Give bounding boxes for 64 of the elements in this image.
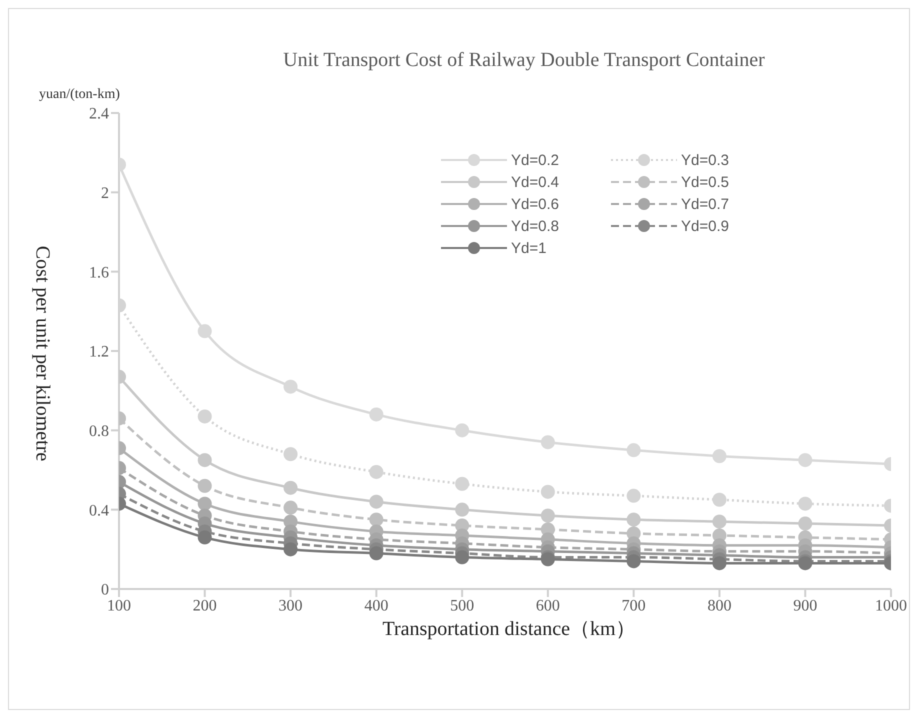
point <box>455 476 470 491</box>
point <box>198 324 212 338</box>
point <box>712 492 726 507</box>
point <box>798 516 812 531</box>
x-tick-label: 300 <box>278 597 303 614</box>
legend-label: Yd=0.8 <box>511 218 559 234</box>
x-tick-label: 700 <box>622 597 646 614</box>
y-tick-label: 2.4 <box>89 106 109 123</box>
point <box>455 550 470 564</box>
point <box>284 480 298 495</box>
legend-label: Yd=0.5 <box>681 174 729 190</box>
point <box>284 500 298 515</box>
legend-label: Yd=0.3 <box>681 152 729 168</box>
legend-label: Yd=0.7 <box>681 196 729 212</box>
x-tick-label: 400 <box>364 597 388 614</box>
point <box>626 512 641 527</box>
point <box>798 453 812 468</box>
point <box>626 554 641 568</box>
point <box>540 435 555 450</box>
chart-title: Unit Transport Cost of Railway Double Transport Container <box>282 49 766 72</box>
point <box>369 407 384 422</box>
point <box>455 502 470 517</box>
point <box>198 409 212 424</box>
point <box>712 514 726 529</box>
y-tick-label: 0 <box>101 582 109 599</box>
point <box>626 488 641 503</box>
point <box>198 453 212 468</box>
point <box>198 530 212 544</box>
point <box>455 423 470 438</box>
x-axis-title: Transportation distance（km） <box>381 617 637 642</box>
legend-label: Yd=0.6 <box>511 196 559 212</box>
legend-label: Yd=0.2 <box>511 152 559 168</box>
point <box>369 494 384 509</box>
legend-label: Yd=0.4 <box>511 174 559 190</box>
x-tick-label: 1000 <box>875 597 907 614</box>
point <box>284 380 298 394</box>
point <box>798 496 812 511</box>
legend-label: Yd=1 <box>511 240 546 256</box>
y-tick-label: 0.4 <box>89 502 109 520</box>
point <box>284 447 298 462</box>
x-tick-label: 500 <box>450 597 474 614</box>
x-tick-label: 200 <box>192 597 217 614</box>
point <box>284 542 298 556</box>
y-tick-label: 0.8 <box>89 423 109 440</box>
point <box>369 546 384 560</box>
point <box>369 464 384 479</box>
point <box>369 512 384 527</box>
point <box>198 478 212 493</box>
y-axis-title: Cost per unit per kilometre <box>30 245 54 461</box>
legend-label: Yd=0.9 <box>681 218 729 234</box>
point <box>712 449 726 464</box>
y-tick-label: 2 <box>101 185 109 202</box>
point <box>540 508 555 523</box>
x-tick-label: 800 <box>707 597 732 614</box>
point <box>540 484 555 499</box>
point <box>626 443 641 458</box>
x-tick-label: 600 <box>536 597 560 614</box>
y-tick-label: 1.6 <box>89 264 109 282</box>
text: yuan/(ton-km) <box>39 87 120 103</box>
y-tick-label: 1.2 <box>89 344 109 361</box>
point <box>198 496 212 511</box>
x-tick-label: 100 <box>107 597 131 614</box>
x-tick-label: 900 <box>793 597 818 614</box>
point <box>712 556 726 570</box>
